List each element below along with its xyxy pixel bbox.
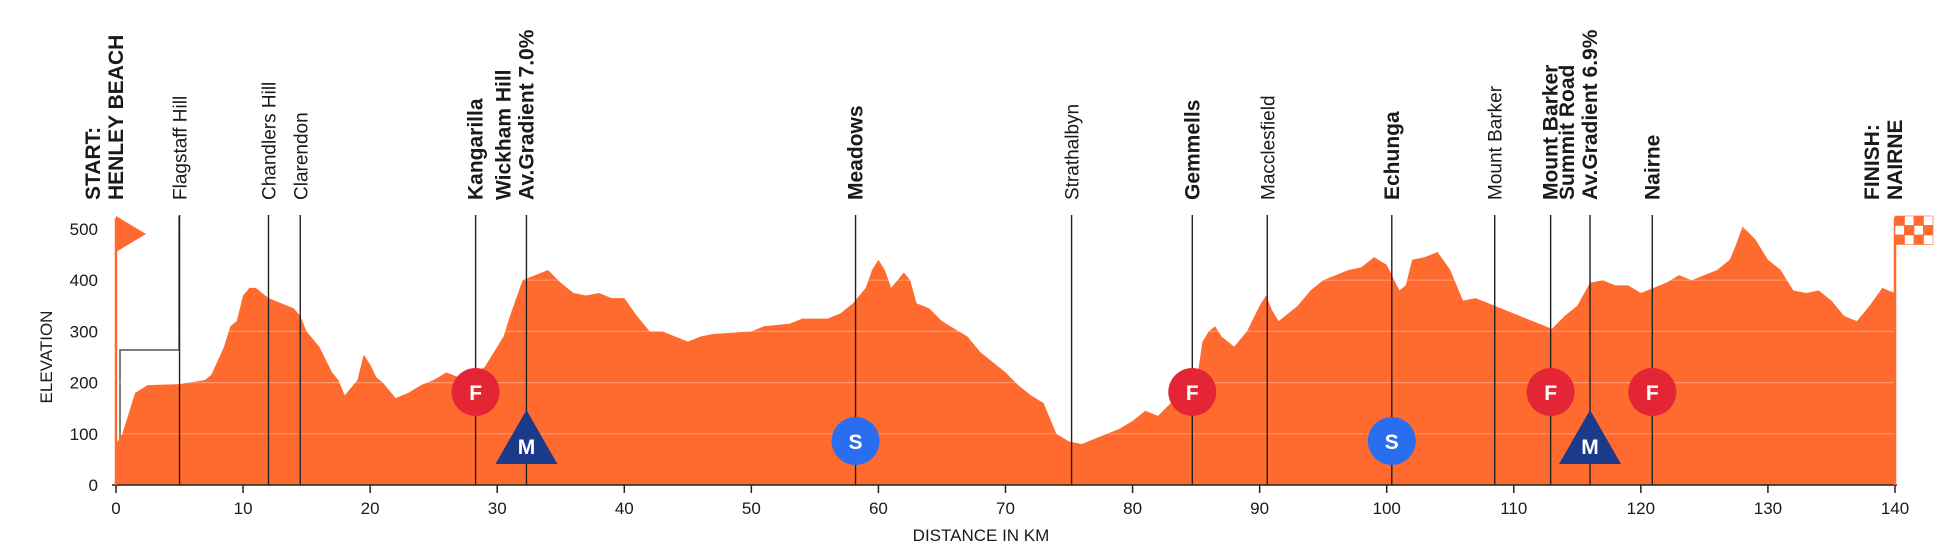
y-axis-label: ELEVATION xyxy=(37,311,56,404)
elevation-area xyxy=(116,226,1895,485)
place-label: Chandlers Hill xyxy=(259,82,280,200)
place-label: Summit Road xyxy=(1556,65,1579,200)
x-tick-label: 90 xyxy=(1250,499,1269,518)
feed-icon xyxy=(451,368,500,416)
flag-cell xyxy=(1904,215,1915,226)
feed-icon xyxy=(1526,368,1575,416)
place-label: Wickham Hill xyxy=(492,69,515,200)
place-label: FINISH: xyxy=(1861,124,1884,200)
x-tick-label: 110 xyxy=(1500,499,1527,518)
feed-icon xyxy=(1168,368,1217,416)
flag-cell xyxy=(1894,215,1905,226)
climb-icon xyxy=(495,410,558,464)
place-label: Gemmells xyxy=(1181,100,1204,200)
sprint-icon xyxy=(1367,417,1416,465)
icon-label: S xyxy=(1385,431,1399,454)
flag-cell xyxy=(1923,215,1934,226)
x-tick-label: 50 xyxy=(742,499,761,518)
flag-cell xyxy=(1894,225,1905,236)
x-tick-label: 130 xyxy=(1754,499,1782,518)
icon-label: M xyxy=(518,436,536,459)
place-label: Av.Gradient 6.9% xyxy=(1579,29,1602,200)
place-label: HENLEY BEACH xyxy=(105,35,128,200)
sprint-icon xyxy=(831,417,880,465)
x-tick-label: 100 xyxy=(1373,499,1401,518)
x-tick-label: 80 xyxy=(1123,499,1142,518)
x-tick-label: 0 xyxy=(111,499,120,518)
x-tick-label: 20 xyxy=(361,499,380,518)
flag-cell xyxy=(1913,225,1924,236)
place-label: Strathalbyn xyxy=(1063,104,1084,200)
place-label: Meadows xyxy=(845,105,868,200)
place-label: START: xyxy=(82,127,105,200)
y-tick-label: 400 xyxy=(70,271,98,290)
y-tick-label: 300 xyxy=(70,322,98,341)
x-tick-label: 30 xyxy=(488,499,507,518)
place-label: Clarendon xyxy=(291,112,312,200)
place-label: Mount Barker xyxy=(1486,85,1507,200)
flag-cell xyxy=(1904,225,1915,236)
x-tick-label: 120 xyxy=(1627,499,1655,518)
place-label: Av.Gradient 7.0% xyxy=(515,29,538,200)
flag-cell xyxy=(1923,225,1934,236)
place-label: Echunga xyxy=(1381,111,1404,200)
y-tick-label: 0 xyxy=(89,476,98,495)
flag-cell xyxy=(1904,234,1915,245)
y-tick-label: 500 xyxy=(70,220,98,239)
finish-flag xyxy=(1894,215,1934,245)
icon-label: F xyxy=(1544,382,1557,405)
icon-label: F xyxy=(469,382,482,405)
y-tick-label: 100 xyxy=(70,425,98,444)
place-label: NAIRNE xyxy=(1884,119,1907,200)
flag-cell xyxy=(1894,234,1905,245)
x-tick-label: 60 xyxy=(869,499,888,518)
place-label: Mount Barker xyxy=(1540,65,1563,200)
icon-label: M xyxy=(1581,436,1599,459)
start-flag xyxy=(116,216,146,252)
place-label: Kangarilla xyxy=(465,98,488,200)
icon-label: S xyxy=(849,431,863,454)
x-tick-label: 40 xyxy=(615,499,634,518)
flag-cell xyxy=(1913,234,1924,245)
flag-cell xyxy=(1923,234,1934,245)
x-tick-label: 70 xyxy=(996,499,1015,518)
x-axis-label: DISTANCE IN KM xyxy=(913,526,1050,545)
icon-label: F xyxy=(1646,382,1659,405)
flag-cell xyxy=(1913,215,1924,226)
place-label: Nairne xyxy=(1641,135,1664,200)
place-label: Macclesfield xyxy=(1258,95,1279,200)
climb-icon xyxy=(1559,410,1622,464)
y-tick-label: 200 xyxy=(70,374,98,393)
x-tick-label: 10 xyxy=(234,499,253,518)
place-label: Flagstaff Hill xyxy=(171,96,192,200)
x-tick-label: 140 xyxy=(1881,499,1909,518)
feed-icon xyxy=(1628,368,1677,416)
icon-label: F xyxy=(1186,382,1199,405)
